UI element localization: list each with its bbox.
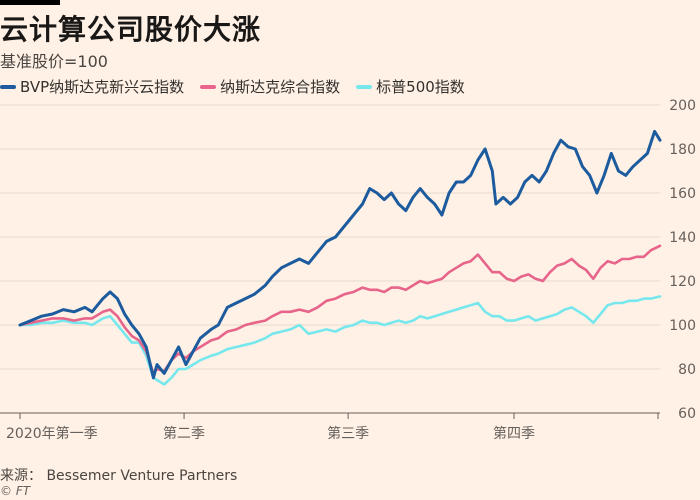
x-tick-label-2: 第三季 [327,425,369,442]
legend-label-bvp: BVP纳斯达克新兴云指数 [20,78,185,96]
y-tick-label-140: 140 [669,230,696,246]
y-tick-label-80: 80 [678,362,696,378]
legend-item-bvp: BVP纳斯达克新兴云指数 [0,76,184,97]
source-note: 来源： Bessemer Venture Partners [0,468,238,484]
legend-swatch-nasdaq [200,84,217,89]
nasdaq-line [18,244,662,375]
legend-item-nasdaq: 纳斯达克综合指数 [200,76,340,97]
chart-title: 云计算公司股价大涨 [0,13,262,46]
y-tick-label-200: 200 [669,98,696,114]
header-accent-bar [0,0,60,5]
x-tick-label-3: 第四季 [493,425,535,442]
chart-subtitle: 基准股价=100 [0,52,108,71]
sp500-line [18,295,662,386]
y-tick-label-180: 180 [669,142,696,158]
legend-label-nasdaq: 纳斯达克综合指数 [220,78,341,96]
copyright-credit: © FT [0,484,31,498]
y-tick-label-60: 60 [678,406,696,422]
bvp-line [18,129,662,380]
legend-label-sp500: 标普500指数 [376,78,465,96]
y-tick-label-160: 160 [669,186,696,202]
x-tick-label-1: 第二季 [163,425,205,442]
y-tick-label-100: 100 [669,318,696,334]
x-tick-label-0: 2020年第一季 [6,425,98,442]
chart-legend: BVP纳斯达克新兴云指数 纳斯达克综合指数 标普500指数 [0,76,465,97]
legend-item-sp500: 标普500指数 [356,76,465,97]
y-tick-label-120: 120 [669,274,696,290]
legend-swatch-sp500 [356,84,373,89]
legend-swatch-bvp [0,84,16,89]
